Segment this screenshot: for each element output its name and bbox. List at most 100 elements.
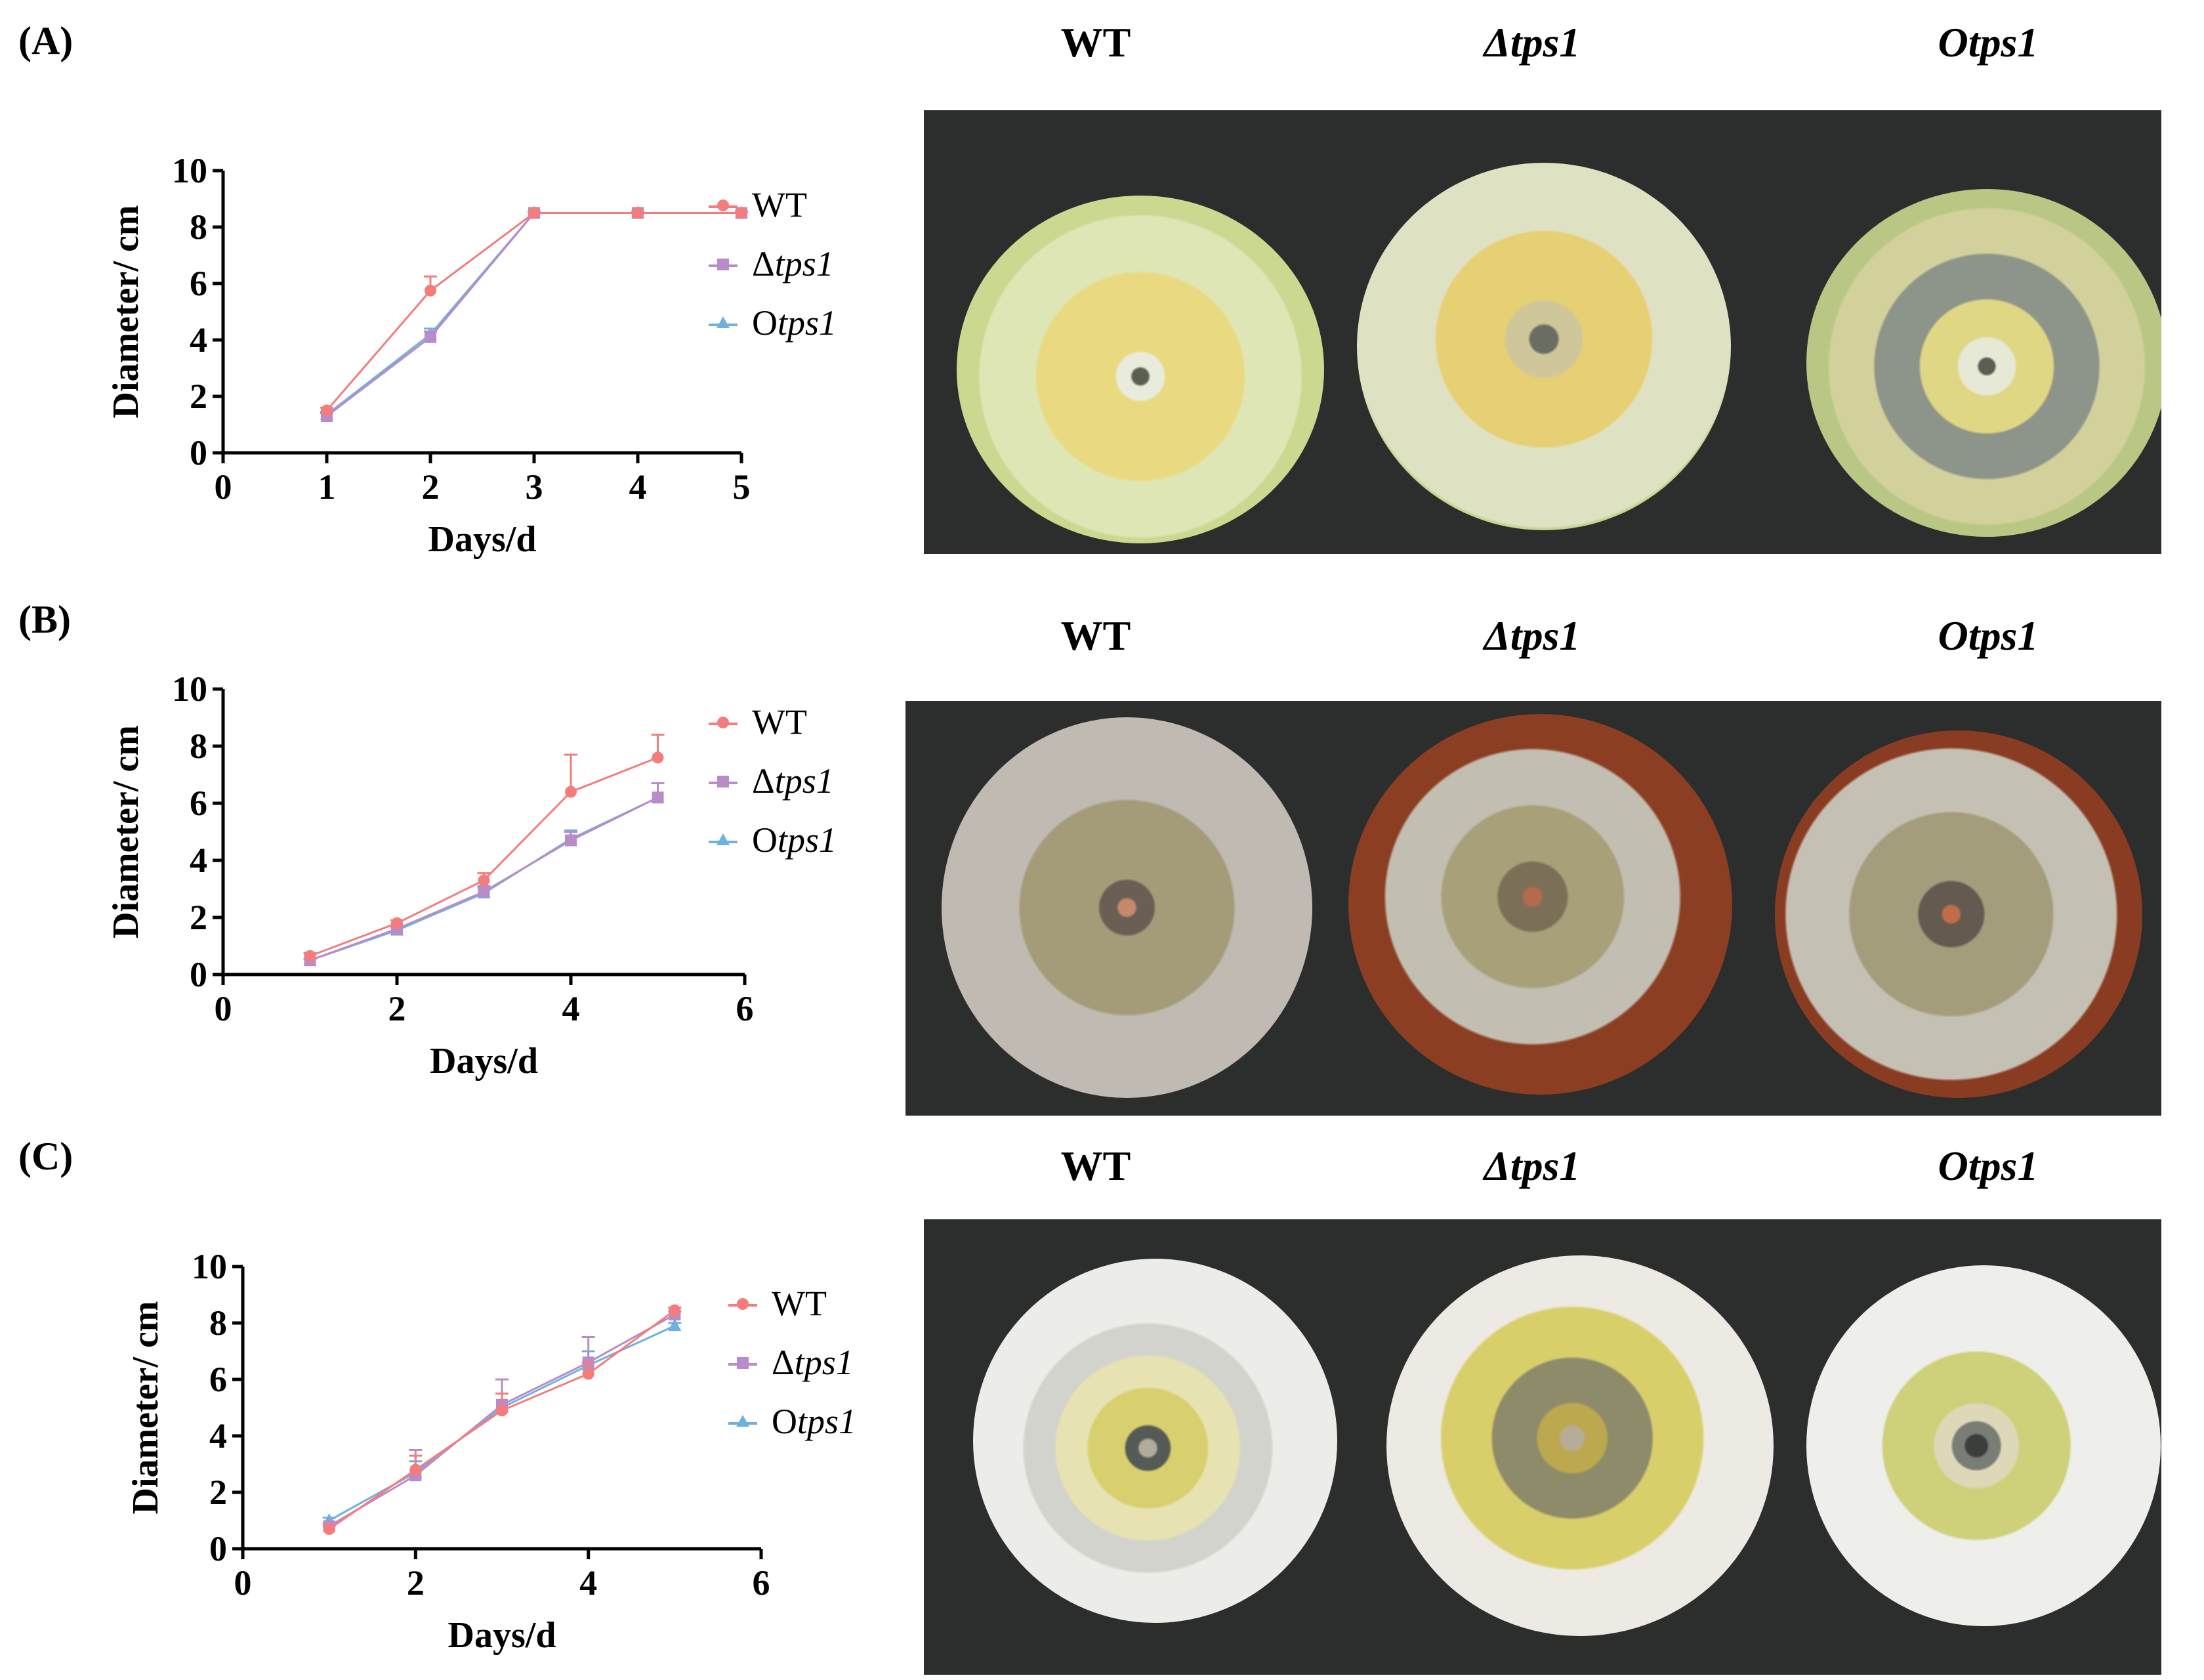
data-point — [652, 751, 664, 764]
legend-label: WT — [752, 702, 807, 742]
data-point — [565, 834, 577, 847]
strain-label-otps1: Otps1 — [1938, 19, 2039, 66]
x-axis-label: Days/d — [448, 1615, 556, 1656]
panel-a: (A) WT Δtps1 Otps1 0 1 2 3 4 5 0 2 4 6 8 10 Days/d Di… — [0, 0, 2204, 591]
petri-dish-dtps1 — [1348, 714, 1732, 1095]
data-point — [391, 917, 403, 929]
y-tick-label: 4 — [190, 841, 207, 880]
plate-photo-b — [905, 701, 2161, 1116]
y-axis-label: Diameter/ cm — [125, 1301, 166, 1515]
petri-dish-dtps1 — [1357, 163, 1731, 530]
x-tick-label: 2 — [388, 989, 406, 1028]
data-point — [582, 1368, 594, 1380]
data-point — [652, 791, 664, 804]
legend-label: Δtps1 — [752, 244, 834, 284]
strain-label-wt: WT — [1060, 19, 1131, 66]
legend-label: Otps1 — [752, 820, 837, 860]
series-line — [309, 757, 659, 957]
y-tick-label: 6 — [190, 264, 207, 303]
panel-letter: (B) — [18, 598, 71, 641]
data-point — [425, 284, 436, 297]
data-point — [668, 1318, 682, 1332]
growth-chart-b: 0 2 4 6 0 2 4 6 8 10 Days/d Diameter/ cm — [106, 669, 754, 1082]
x-tick-label: 1 — [318, 467, 336, 507]
triangle-marker-icon — [717, 316, 730, 328]
x-tick-label: 2 — [407, 1563, 425, 1603]
panel-c: (C) WT Δtps1 Otps1 0 2 4 6 0 2 4 6 8 10 Days/d Diam… — [0, 1116, 2204, 1680]
y-tick-label: 2 — [209, 1473, 227, 1512]
legend-label: WT — [772, 1284, 827, 1323]
legend-label: Δtps1 — [752, 761, 834, 801]
x-tick-label: 2 — [422, 467, 440, 507]
data-point — [478, 874, 490, 887]
data-point — [409, 1463, 422, 1476]
legend-label: Otps1 — [752, 303, 837, 343]
x-axis-label: Days/d — [428, 519, 537, 560]
data-point — [528, 207, 540, 219]
strain-label-otps1: Otps1 — [1938, 612, 2039, 659]
petri-dish-wt — [957, 196, 1324, 543]
x-tick-label: 6 — [753, 1563, 770, 1603]
petri-dish-otps1 — [1806, 189, 2161, 537]
y-axis-label: Diameter/ cm — [106, 725, 146, 938]
data-point — [565, 786, 577, 798]
plate-photo-a — [924, 110, 2161, 554]
data-point — [736, 207, 747, 219]
plate-photo-c — [924, 1219, 2161, 1675]
strain-label-dtps1: Δtps1 — [1484, 1143, 1581, 1189]
circle-marker-icon — [737, 1298, 749, 1310]
triangle-marker-icon — [717, 833, 730, 845]
circle-marker-icon — [717, 200, 729, 211]
petri-dish-wt — [942, 717, 1312, 1098]
square-marker-icon — [717, 776, 729, 788]
square-marker-icon — [737, 1357, 749, 1369]
series-line — [328, 1324, 675, 1522]
y-tick-label: 8 — [190, 726, 207, 766]
x-tick-label: 0 — [215, 467, 232, 507]
data-point — [669, 1304, 681, 1316]
y-tick-label: 4 — [190, 320, 207, 360]
y-tick-label: 10 — [172, 669, 207, 709]
y-tick-label: 0 — [190, 955, 207, 994]
y-tick-label: 0 — [190, 433, 207, 472]
y-tick-label: 10 — [172, 151, 207, 190]
x-tick-label: 4 — [579, 1563, 597, 1603]
y-tick-label: 8 — [190, 207, 207, 247]
strain-label-dtps1: Δtps1 — [1484, 19, 1581, 66]
y-tick-label: 2 — [190, 898, 207, 937]
x-tick-label: 4 — [562, 989, 580, 1028]
triangle-marker-icon — [736, 1415, 749, 1427]
data-point — [304, 950, 316, 962]
y-tick-label: 6 — [190, 784, 207, 823]
legend-label: Otps1 — [772, 1402, 857, 1441]
panel-letter: (A) — [18, 19, 73, 62]
y-tick-label: 0 — [209, 1529, 227, 1568]
x-tick-label: 0 — [215, 989, 232, 1028]
x-tick-label: 6 — [736, 989, 754, 1028]
series-line — [326, 212, 741, 416]
data-point — [321, 404, 333, 417]
petri-dish-wt — [973, 1259, 1337, 1623]
series-line — [326, 212, 741, 417]
strain-label-wt: WT — [1060, 612, 1131, 659]
x-tick-label: 5 — [733, 467, 751, 507]
petri-dish-dtps1 — [1386, 1255, 1774, 1636]
y-axis-label: Diameter/ cm — [106, 205, 146, 419]
x-tick-label: 3 — [526, 467, 543, 507]
data-point — [425, 331, 436, 343]
data-point — [478, 885, 490, 898]
data-point — [323, 1522, 335, 1535]
data-point — [632, 207, 644, 219]
strain-label-dtps1: Δtps1 — [1484, 612, 1581, 659]
x-tick-label: 0 — [234, 1563, 252, 1603]
growth-chart-a: 0 1 2 3 4 5 0 2 4 6 8 10 Days/d Diameter/ cm — [106, 151, 751, 560]
panel-letter: (C) — [18, 1135, 73, 1178]
y-tick-label: 8 — [209, 1303, 227, 1343]
petri-dish-otps1 — [1775, 730, 2142, 1098]
y-tick-label: 2 — [190, 377, 207, 416]
x-axis-label: Days/d — [430, 1041, 538, 1082]
x-tick-label: 4 — [629, 467, 647, 507]
growth-chart-c: 0 2 4 6 0 2 4 6 8 10 Days/d Diameter/ cm — [125, 1247, 770, 1656]
y-tick-label: 10 — [192, 1247, 227, 1286]
panel-b: (B) WT Δtps1 Otps1 0 2 4 6 0 2 4 6 8 10 Days/d Diam… — [0, 591, 2204, 1116]
